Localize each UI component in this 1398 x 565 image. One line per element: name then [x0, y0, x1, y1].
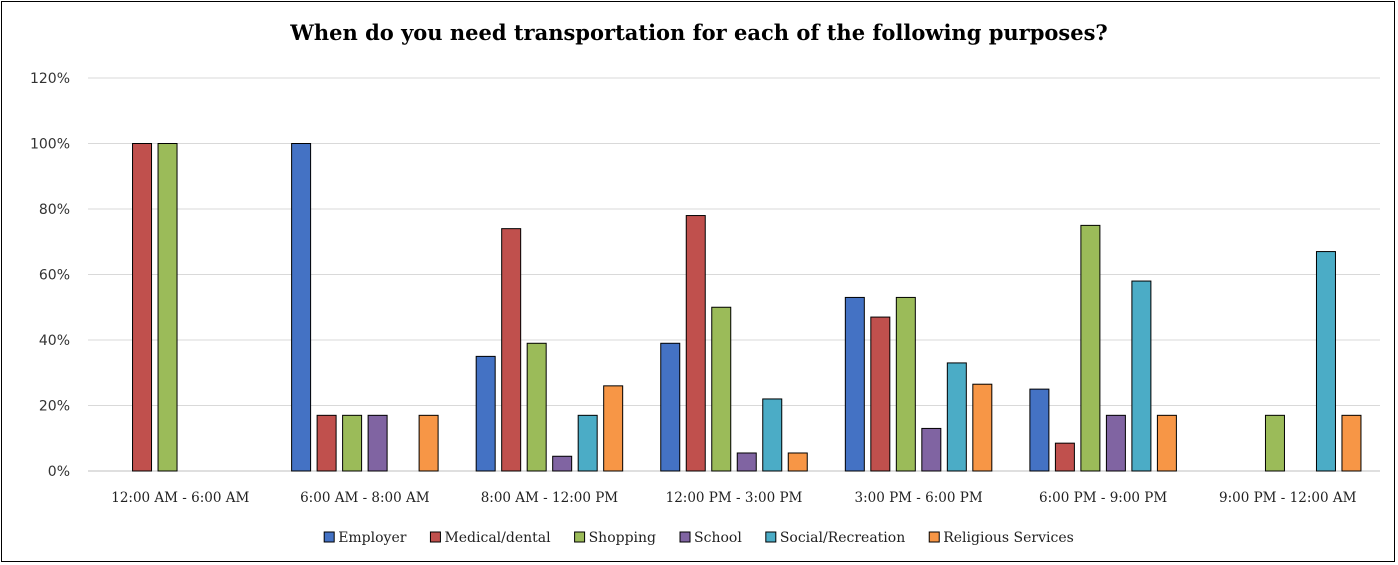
x-category-label: 6:00 PM - 9:00 PM [1039, 490, 1167, 506]
legend-swatch [765, 531, 777, 543]
x-category-label: 12:00 PM - 3:00 PM [666, 490, 803, 506]
bar-medical-dental [870, 316, 891, 472]
bar-religious-services [418, 414, 439, 472]
x-category-label: 12:00 AM - 6:00 AM [111, 490, 249, 506]
bar-social-recreation [577, 414, 598, 472]
bar-religious-services [972, 383, 993, 472]
bar-employer [475, 355, 496, 472]
bar-medical-dental [685, 215, 706, 472]
x-category-label: 9:00 PM - 12:00 AM [1219, 490, 1357, 506]
legend-swatch [323, 531, 335, 543]
x-axis-categories: 12:00 AM - 6:00 AM 6:00 AM - 8:00 AM 8:00 … [111, 490, 1356, 506]
bar-school [736, 452, 757, 472]
bars [132, 143, 1362, 472]
chart-title: When do you need transportation for each… [289, 20, 1107, 45]
y-tick-label: 60% [39, 268, 70, 284]
bar-shopping [895, 296, 916, 472]
bar-religious-services [787, 452, 808, 472]
bar-religious-services [1341, 414, 1362, 472]
bar-medical-dental [132, 143, 153, 472]
legend-label: School [694, 530, 742, 546]
legend-swatch [574, 531, 586, 543]
y-tick-label: 20% [39, 399, 70, 415]
y-axis-ticks: 0% 20% 40% 60% 80% 100% 120% [30, 71, 70, 480]
legend-swatch [928, 531, 940, 543]
bar-social-recreation [1131, 280, 1152, 472]
bar-employer [1029, 388, 1050, 472]
bar-employer [844, 296, 865, 472]
bar-shopping [1080, 224, 1101, 472]
bar-medical-dental [316, 414, 337, 472]
y-tick-label: 120% [30, 71, 70, 87]
legend-swatch [679, 531, 691, 543]
bar-medical-dental [1054, 442, 1075, 472]
legend-label: Social/Recreation [780, 530, 905, 546]
y-tick-label: 40% [39, 333, 70, 349]
legend-label: Religious Services [943, 530, 1074, 546]
bar-medical-dental [501, 228, 522, 472]
gridlines [88, 77, 1380, 472]
legend-label: Shopping [589, 530, 656, 546]
x-category-label: 8:00 AM - 12:00 PM [481, 490, 619, 506]
bar-religious-services [1156, 414, 1177, 472]
bar-employer [291, 143, 312, 472]
bar-employer [660, 342, 681, 472]
bar-school [367, 414, 388, 472]
x-category-label: 3:00 PM - 6:00 PM [854, 490, 982, 506]
bar-shopping [342, 414, 363, 472]
legend-label: Medical/dental [444, 530, 551, 546]
bar-religious-services [603, 385, 624, 472]
bar-shopping [157, 143, 178, 472]
bar-social-recreation [1315, 251, 1336, 472]
bar-shopping [1264, 414, 1285, 472]
bar-school [1105, 414, 1126, 472]
bar-social-recreation [762, 398, 783, 472]
bar-social-recreation [946, 362, 967, 472]
y-tick-label: 80% [39, 202, 70, 218]
bar-school [552, 455, 573, 472]
legend: Employer Medical/dental Shopping School Soci… [323, 530, 1074, 546]
bar-school [921, 427, 942, 472]
y-tick-label: 100% [30, 137, 70, 153]
bar-shopping [711, 306, 732, 472]
legend-label: Employer [338, 530, 407, 546]
legend-swatch [429, 531, 441, 543]
y-tick-label: 0% [48, 464, 70, 480]
x-category-label: 6:00 AM - 8:00 AM [300, 490, 430, 506]
bar-shopping [526, 342, 547, 472]
